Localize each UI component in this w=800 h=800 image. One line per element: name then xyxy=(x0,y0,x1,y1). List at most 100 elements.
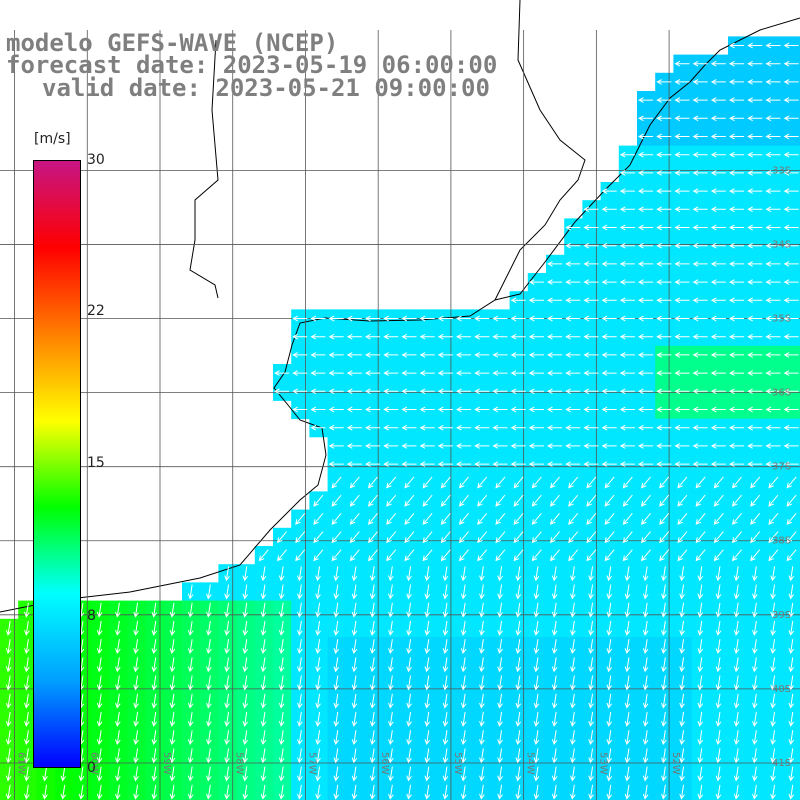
wind-arrow xyxy=(747,279,763,285)
wind-arrow xyxy=(695,549,706,562)
wind-arrow xyxy=(619,443,635,449)
wind-arrow xyxy=(710,424,726,431)
wind-arrow xyxy=(692,261,708,267)
wind-arrow xyxy=(495,531,506,544)
wind-arrow xyxy=(278,657,285,673)
wind-arrow xyxy=(224,584,230,600)
wind-arrow xyxy=(460,566,467,582)
longitude-label: 54W xyxy=(525,752,536,775)
wind-arrow xyxy=(297,602,303,618)
wind-arrow xyxy=(242,566,249,582)
wind-arrow xyxy=(383,461,399,467)
wind-arrow xyxy=(692,352,708,358)
wind-arrow xyxy=(515,675,522,691)
wind-arrow xyxy=(528,370,544,376)
wind-arrow xyxy=(733,657,740,673)
wind-arrow xyxy=(606,657,613,673)
wind-arrow xyxy=(729,151,745,158)
wind-arrow xyxy=(695,476,706,489)
wind-arrow xyxy=(692,133,708,140)
wind-arrow xyxy=(783,333,799,340)
wind-arrow xyxy=(733,748,740,764)
wind-arrow xyxy=(765,79,781,85)
wind-arrow xyxy=(78,766,85,782)
wind-arrow xyxy=(583,242,599,249)
wind-arrow xyxy=(349,549,360,562)
wind-arrow xyxy=(169,675,176,691)
wind-arrow xyxy=(365,424,381,431)
wind-arrow xyxy=(551,584,558,600)
wind-arrow xyxy=(492,443,508,449)
wind-arrow xyxy=(586,512,597,525)
wind-arrow xyxy=(659,549,670,562)
wind-arrow xyxy=(783,42,799,49)
wind-arrow xyxy=(729,443,745,449)
wind-arrow xyxy=(638,170,654,176)
wind-arrow xyxy=(788,766,795,782)
wind-arrow xyxy=(788,657,795,673)
wind-arrow xyxy=(5,693,12,709)
wind-arrow xyxy=(710,333,726,340)
wind-arrow xyxy=(549,512,560,525)
wind-arrow xyxy=(115,602,121,618)
wind-arrow xyxy=(733,730,740,746)
wind-arrow xyxy=(674,224,690,231)
wind-arrow xyxy=(369,584,376,600)
wind-arrow xyxy=(765,60,781,67)
wind-arrow xyxy=(386,512,397,525)
wind-arrow xyxy=(783,461,799,467)
wind-arrow xyxy=(547,279,563,285)
wind-arrow xyxy=(295,531,306,544)
longitude-label: 57W xyxy=(306,752,317,775)
wind-arrow xyxy=(474,461,490,467)
wind-arrow xyxy=(692,388,708,395)
wind-arrow xyxy=(242,784,249,800)
wind-arrow xyxy=(715,657,722,673)
wind-arrow xyxy=(565,279,581,285)
wind-arrow xyxy=(206,675,212,691)
wind-arrow xyxy=(5,675,12,691)
wind-arrow xyxy=(640,512,651,525)
wind-arrow xyxy=(333,566,340,582)
wind-arrow xyxy=(328,424,344,431)
wind-arrow xyxy=(710,461,726,467)
wind-arrow xyxy=(206,730,212,746)
wind-arrow xyxy=(601,443,617,449)
wind-arrow xyxy=(601,315,617,322)
wind-arrow xyxy=(24,639,30,655)
wind-arrow xyxy=(297,675,303,691)
wind-arrow xyxy=(242,584,249,600)
wind-arrow xyxy=(206,584,212,600)
wind-arrow xyxy=(346,370,362,376)
wind-arrow xyxy=(733,602,740,618)
wind-arrow xyxy=(661,730,667,746)
wind-arrow xyxy=(442,711,449,727)
wind-arrow xyxy=(351,657,358,673)
wind-arrow xyxy=(770,584,776,600)
wind-arrow xyxy=(474,424,490,431)
wind-arrow xyxy=(656,461,672,467)
wind-arrow xyxy=(765,170,781,176)
wind-arrow xyxy=(310,424,326,431)
wind-arrow xyxy=(715,566,722,582)
wind-arrow xyxy=(440,531,451,544)
wind-arrow xyxy=(619,297,635,304)
wind-arrow xyxy=(547,406,563,413)
wind-arrow xyxy=(367,549,378,562)
wind-arrow xyxy=(729,170,745,176)
wind-arrow xyxy=(640,476,651,489)
wind-arrow xyxy=(656,370,672,376)
wind-arrow xyxy=(224,620,230,636)
wind-arrow xyxy=(96,657,103,673)
wind-arrow xyxy=(783,370,799,376)
wind-arrow xyxy=(528,297,544,304)
wind-arrow xyxy=(601,406,617,413)
wind-arrow xyxy=(513,549,524,562)
wind-arrow xyxy=(656,388,672,395)
wind-arrow xyxy=(677,476,688,489)
wind-arrow xyxy=(565,370,581,376)
wind-arrow xyxy=(565,333,581,340)
wind-arrow xyxy=(619,315,635,322)
wind-arrow xyxy=(656,279,672,285)
wind-arrow xyxy=(570,784,576,800)
